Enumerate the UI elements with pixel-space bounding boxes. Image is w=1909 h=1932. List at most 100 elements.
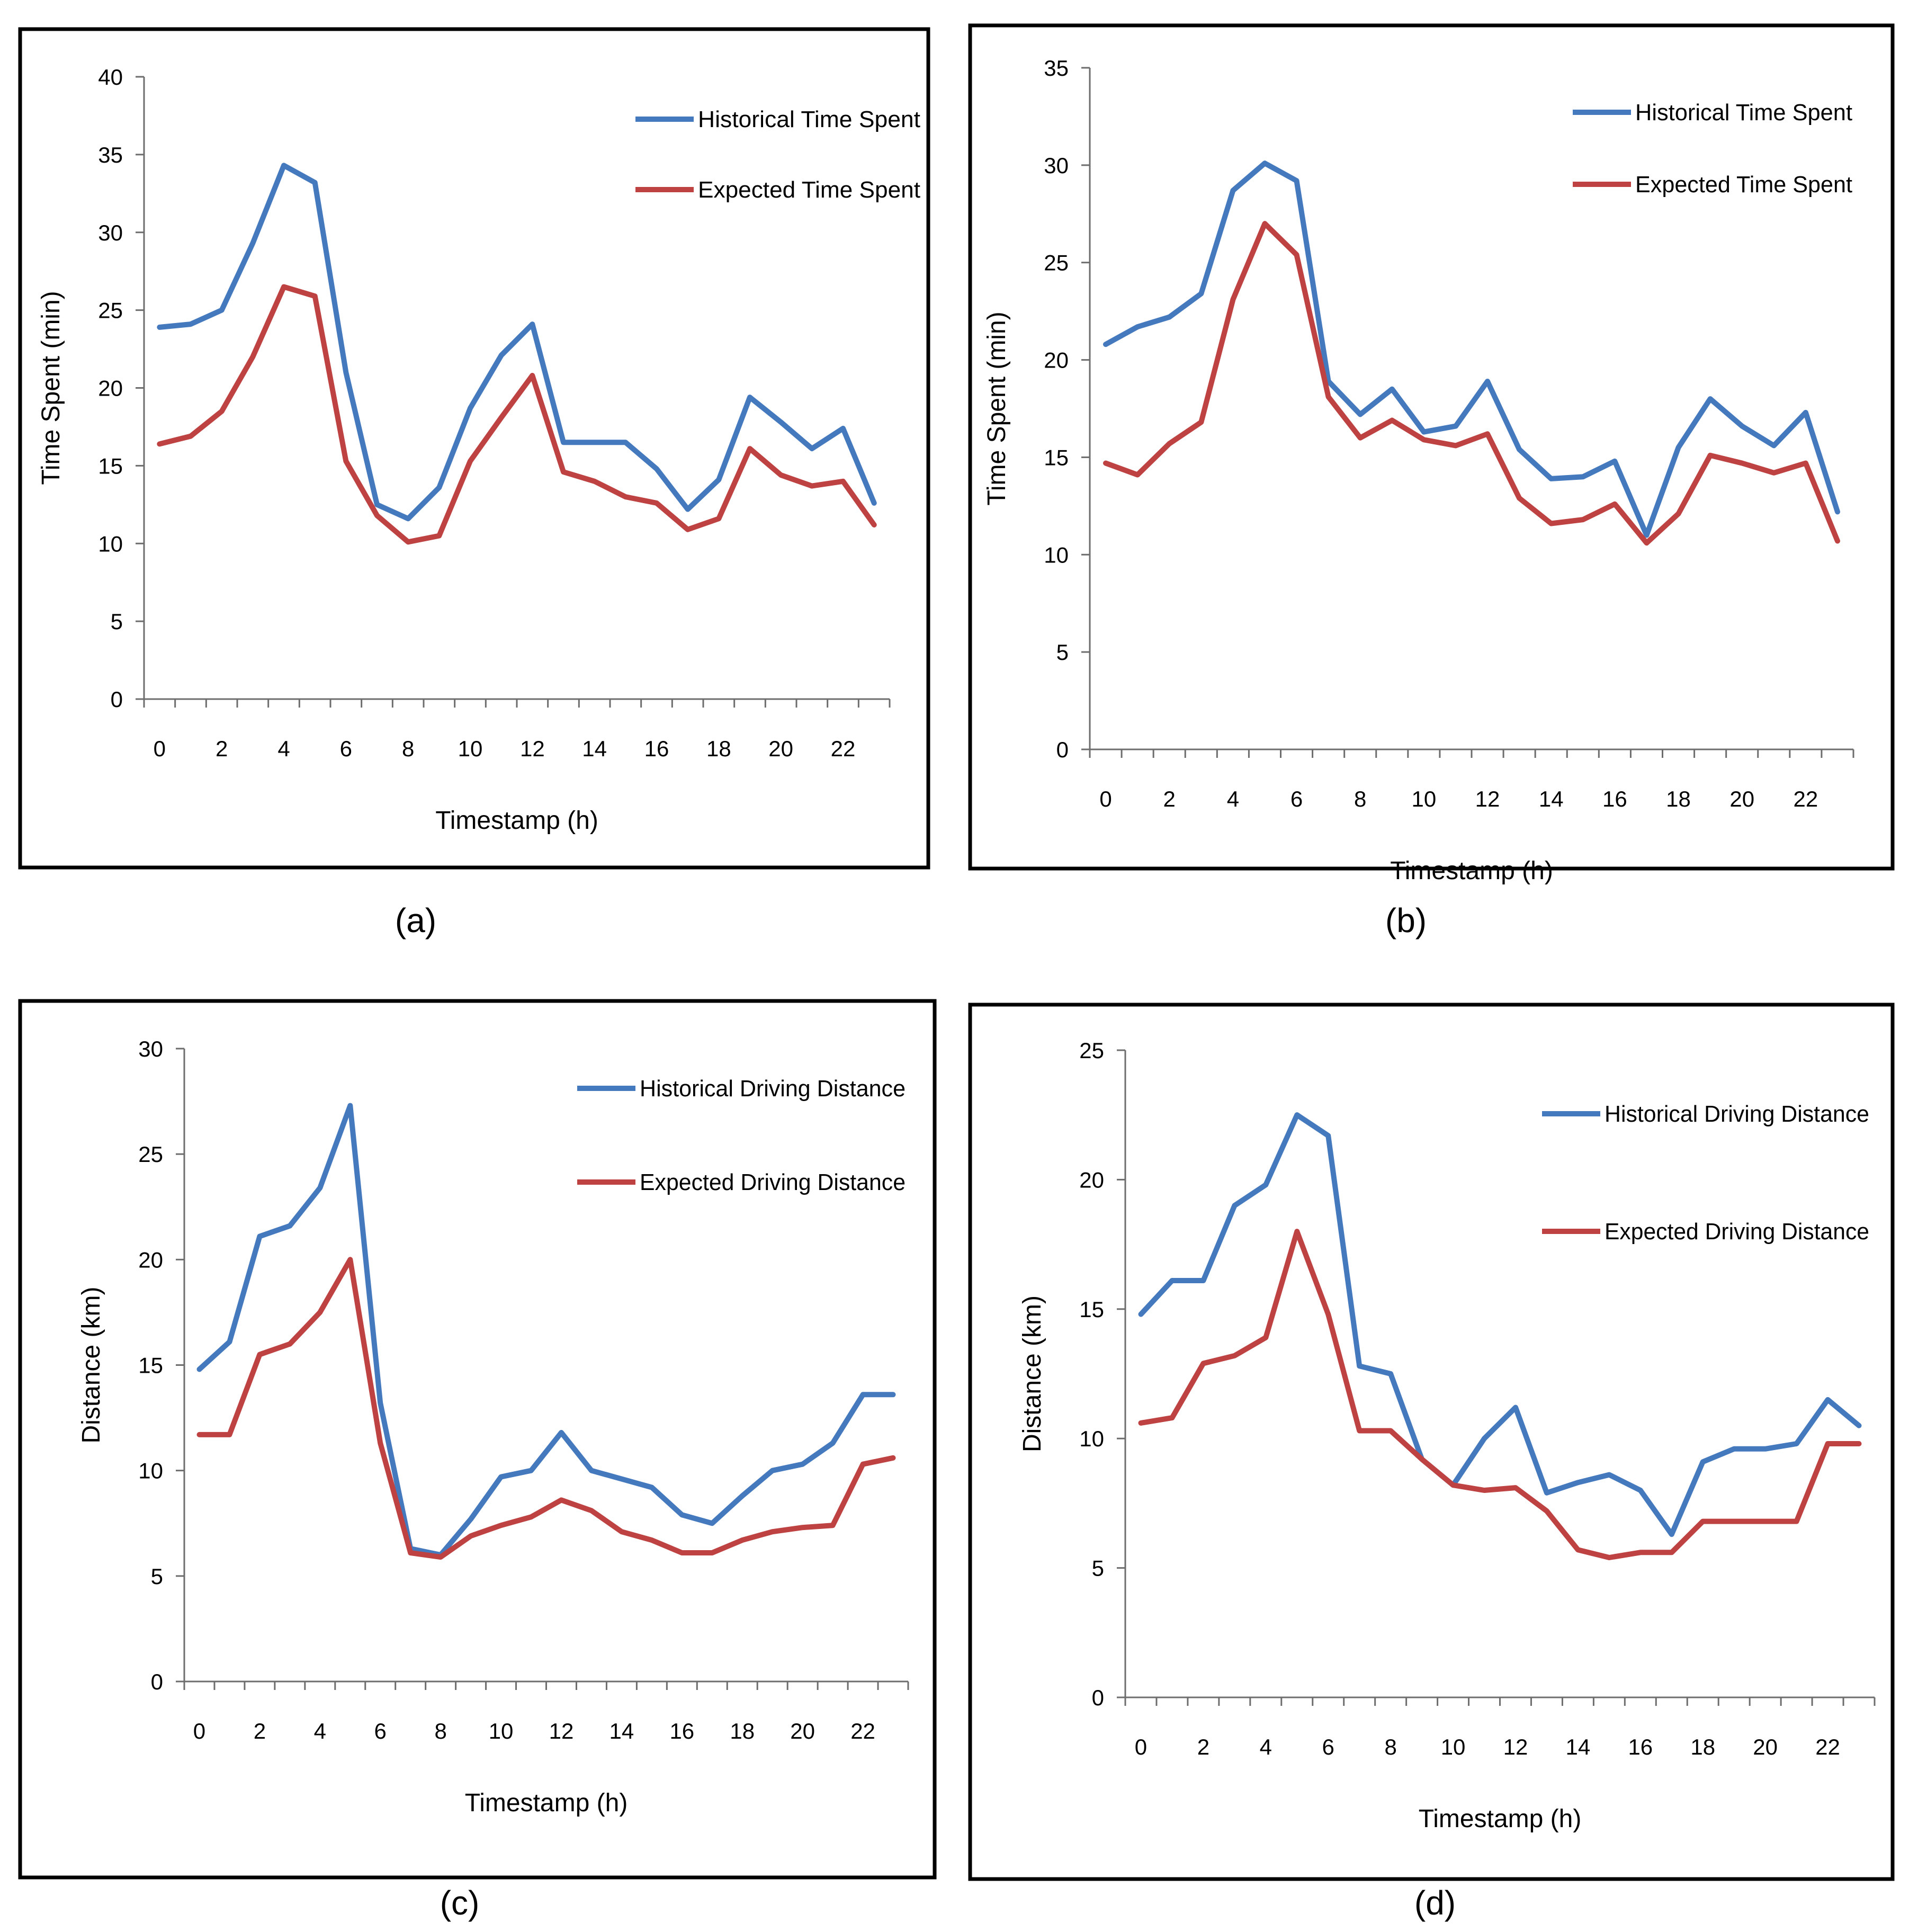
data-point	[157, 325, 162, 330]
data-point	[312, 293, 318, 299]
y-tick-label: 10	[1044, 542, 1069, 567]
data-point	[1294, 178, 1299, 183]
data-point	[1835, 539, 1840, 544]
data-point	[1103, 460, 1108, 466]
data-point	[1421, 430, 1427, 435]
data-point	[1200, 1361, 1206, 1366]
data-point	[436, 485, 442, 490]
data-point	[561, 469, 566, 475]
data-point	[1263, 1182, 1268, 1187]
data-point	[1669, 1532, 1674, 1537]
data-point	[619, 1529, 624, 1534]
x-axis-title: Timestamp (h)	[465, 1789, 628, 1817]
data-point	[649, 1537, 655, 1543]
x-tick-label: 12	[1475, 786, 1500, 811]
x-tick-label: 20	[790, 1719, 815, 1743]
legend-label: Expected Driving Distance	[1605, 1219, 1869, 1245]
data-point	[378, 1441, 383, 1446]
data-point	[872, 500, 877, 506]
y-tick-label: 30	[1044, 153, 1069, 178]
series-line-expected	[196, 1257, 896, 1560]
y-axis-title: Distance (km)	[1018, 1295, 1046, 1452]
data-point	[1638, 1550, 1643, 1555]
data-point	[589, 1468, 594, 1473]
y-tick-label: 25	[1044, 251, 1069, 275]
x-tick-label: 14	[582, 736, 607, 761]
data-point	[499, 353, 504, 358]
data-point	[589, 1508, 594, 1513]
data-point	[317, 1185, 322, 1191]
data-point	[1669, 1550, 1674, 1555]
data-point	[800, 1462, 805, 1467]
chart-frame	[18, 999, 937, 1880]
data-point	[1325, 1133, 1331, 1138]
x-tick-label: 10	[1412, 786, 1437, 811]
data-point	[1700, 1519, 1706, 1524]
y-tick-label: 10	[138, 1459, 163, 1483]
data-point	[1607, 1555, 1612, 1560]
data-point	[347, 1103, 353, 1108]
x-tick-label: 6	[1322, 1734, 1334, 1759]
data-point	[343, 370, 348, 375]
x-tick-label: 2	[1163, 786, 1176, 811]
data-point	[1262, 221, 1267, 226]
y-tick-label: 10	[98, 531, 123, 556]
x-tick-label: 2	[254, 1719, 266, 1743]
data-point	[1803, 410, 1808, 415]
data-point	[654, 500, 659, 506]
data-point	[1357, 1363, 1362, 1368]
data-point	[1612, 502, 1617, 507]
panel-label: (a)	[395, 901, 436, 940]
x-tick-label: 8	[434, 1719, 446, 1743]
data-point	[778, 419, 784, 425]
x-axis-title: Timestamp (h)	[435, 807, 598, 835]
data-point	[1325, 1312, 1331, 1317]
x-tick-label: 0	[193, 1719, 205, 1743]
data-point	[1740, 460, 1745, 466]
y-tick-label: 5	[111, 609, 123, 634]
data-point	[1232, 1353, 1237, 1358]
x-tick-label: 16	[669, 1719, 694, 1743]
data-point	[1358, 412, 1363, 417]
data-point	[1517, 496, 1522, 501]
x-tick-label: 16	[644, 736, 669, 761]
data-point	[406, 539, 411, 544]
y-tick-label: 30	[138, 1036, 163, 1061]
x-tick-label: 22	[831, 736, 856, 761]
data-point	[1453, 424, 1458, 429]
data-point	[1200, 1278, 1206, 1283]
data-point	[1732, 1519, 1737, 1524]
x-tick-label: 4	[314, 1719, 326, 1743]
data-point	[1732, 1446, 1737, 1452]
data-point	[468, 1533, 473, 1539]
data-point	[679, 1550, 685, 1555]
data-point	[1644, 540, 1649, 545]
data-point	[1135, 472, 1140, 478]
data-point	[157, 441, 162, 446]
data-point	[1638, 1488, 1643, 1493]
data-point	[716, 477, 721, 482]
y-tick-label: 20	[1079, 1167, 1104, 1192]
data-point	[287, 1341, 292, 1347]
x-tick-label: 4	[277, 736, 290, 761]
x-tick-label: 12	[520, 736, 545, 761]
y-tick-label: 25	[138, 1142, 163, 1167]
data-point	[196, 1432, 202, 1437]
y-tick-label: 20	[138, 1247, 163, 1272]
data-point	[1390, 387, 1395, 392]
x-tick-label: 2	[1197, 1734, 1209, 1759]
x-tick-label: 6	[1290, 786, 1303, 811]
series-line-historical	[157, 163, 877, 522]
data-point	[770, 1529, 775, 1534]
data-point	[1580, 517, 1585, 522]
y-tick-label: 0	[1056, 737, 1069, 762]
data-point	[188, 321, 193, 327]
y-tick-label: 25	[1079, 1038, 1104, 1063]
data-point	[1232, 1203, 1237, 1208]
data-point	[250, 354, 255, 360]
series-line-historical	[1103, 160, 1840, 538]
data-point	[1294, 1229, 1299, 1234]
y-tick-label: 15	[1079, 1297, 1104, 1322]
data-point	[312, 180, 318, 185]
